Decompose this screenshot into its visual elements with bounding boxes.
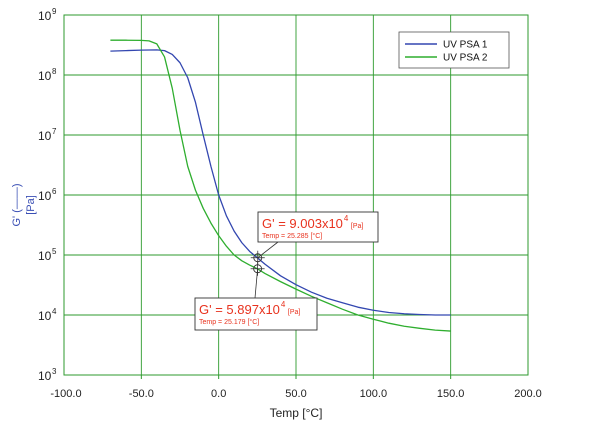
annotation-readout: G' = 9.003x10 4[Pa] Temp = 25.285 [°C] xyxy=(250,211,379,265)
annotation-box xyxy=(194,297,318,331)
y-tick-exponent: 9 xyxy=(52,7,57,16)
x-tick-label: 200.0 xyxy=(514,388,542,400)
annotation-value: G' = 9.003x10 xyxy=(262,216,343,231)
y-tick-exponent: 5 xyxy=(52,247,57,256)
legend: UV PSA 1 UV PSA 2 xyxy=(398,31,510,69)
y-tick-base: 10 xyxy=(38,129,52,143)
y-tick-label: 10 3 xyxy=(38,367,57,383)
annotation-value: G' = 5.897x10 xyxy=(199,302,280,317)
y-tick-exponent: 6 xyxy=(52,187,57,196)
y-tick-exponent: 8 xyxy=(52,67,57,76)
x-tick-label: -100.0 xyxy=(50,388,81,400)
x-tick-label: 100.0 xyxy=(360,388,388,400)
x-axis-ticks: -100.0 -50.0 0.0 50.0 100.0 150.0 200.0 xyxy=(50,375,542,400)
x-axis-title: Temp [°C] xyxy=(270,406,323,420)
y-tick-label: 10 6 xyxy=(38,187,57,203)
y-tick-label: 10 4 xyxy=(38,307,57,323)
annotation-exponent: 4 xyxy=(344,214,349,223)
annotation-exponent: 4 xyxy=(281,300,286,309)
y-tick-base: 10 xyxy=(38,249,52,263)
series-line-uv-psa-1 xyxy=(110,49,451,316)
x-tick-label: -50.0 xyxy=(129,388,154,400)
y-tick-base: 10 xyxy=(38,189,52,203)
y-tick-label: 10 8 xyxy=(38,67,57,83)
y-tick-base: 10 xyxy=(38,9,52,23)
y-tick-label: 10 5 xyxy=(38,247,57,263)
annotation-unit: [Pa] xyxy=(288,309,301,316)
series-lines xyxy=(110,39,451,332)
y-tick-label: 10 7 xyxy=(38,127,57,143)
annotation-unit: [Pa] xyxy=(351,223,364,230)
annotations: G' = 9.003x10 4[Pa]Temp = 25.285 [°C]G' =… xyxy=(194,211,379,331)
legend-box xyxy=(398,31,510,69)
y-tick-base: 10 xyxy=(38,309,52,323)
y-tick-base: 10 xyxy=(38,69,52,83)
annotation-temperature: Temp = 25.285 [°C] xyxy=(262,232,322,240)
annotation-box xyxy=(257,211,379,243)
annotation-readout: G' = 5.897x10 4[Pa] Temp = 25.179 [°C] xyxy=(194,261,318,331)
y-tick-base: 10 xyxy=(38,369,52,383)
y-axis-title: G' (——) [Pa] xyxy=(11,183,37,226)
x-tick-label: 150.0 xyxy=(437,388,465,400)
legend-label: UV PSA 2 xyxy=(443,53,488,64)
annotation-temperature: Temp = 25.179 [°C] xyxy=(199,318,259,326)
y-tick-exponent: 4 xyxy=(52,307,57,316)
legend-label: UV PSA 1 xyxy=(443,40,488,51)
y-axis-title-unit: [Pa] xyxy=(25,195,37,215)
y-tick-exponent: 3 xyxy=(52,367,57,376)
y-tick-exponent: 7 xyxy=(52,127,57,136)
y-tick-label: 10 9 xyxy=(38,7,57,23)
x-tick-label: 50.0 xyxy=(285,388,306,400)
y-axis-title-symbol: G' (——) xyxy=(11,183,23,226)
x-tick-label: 0.0 xyxy=(211,388,226,400)
annotation-leader xyxy=(254,268,259,299)
series-line-uv-psa-2 xyxy=(110,39,451,332)
